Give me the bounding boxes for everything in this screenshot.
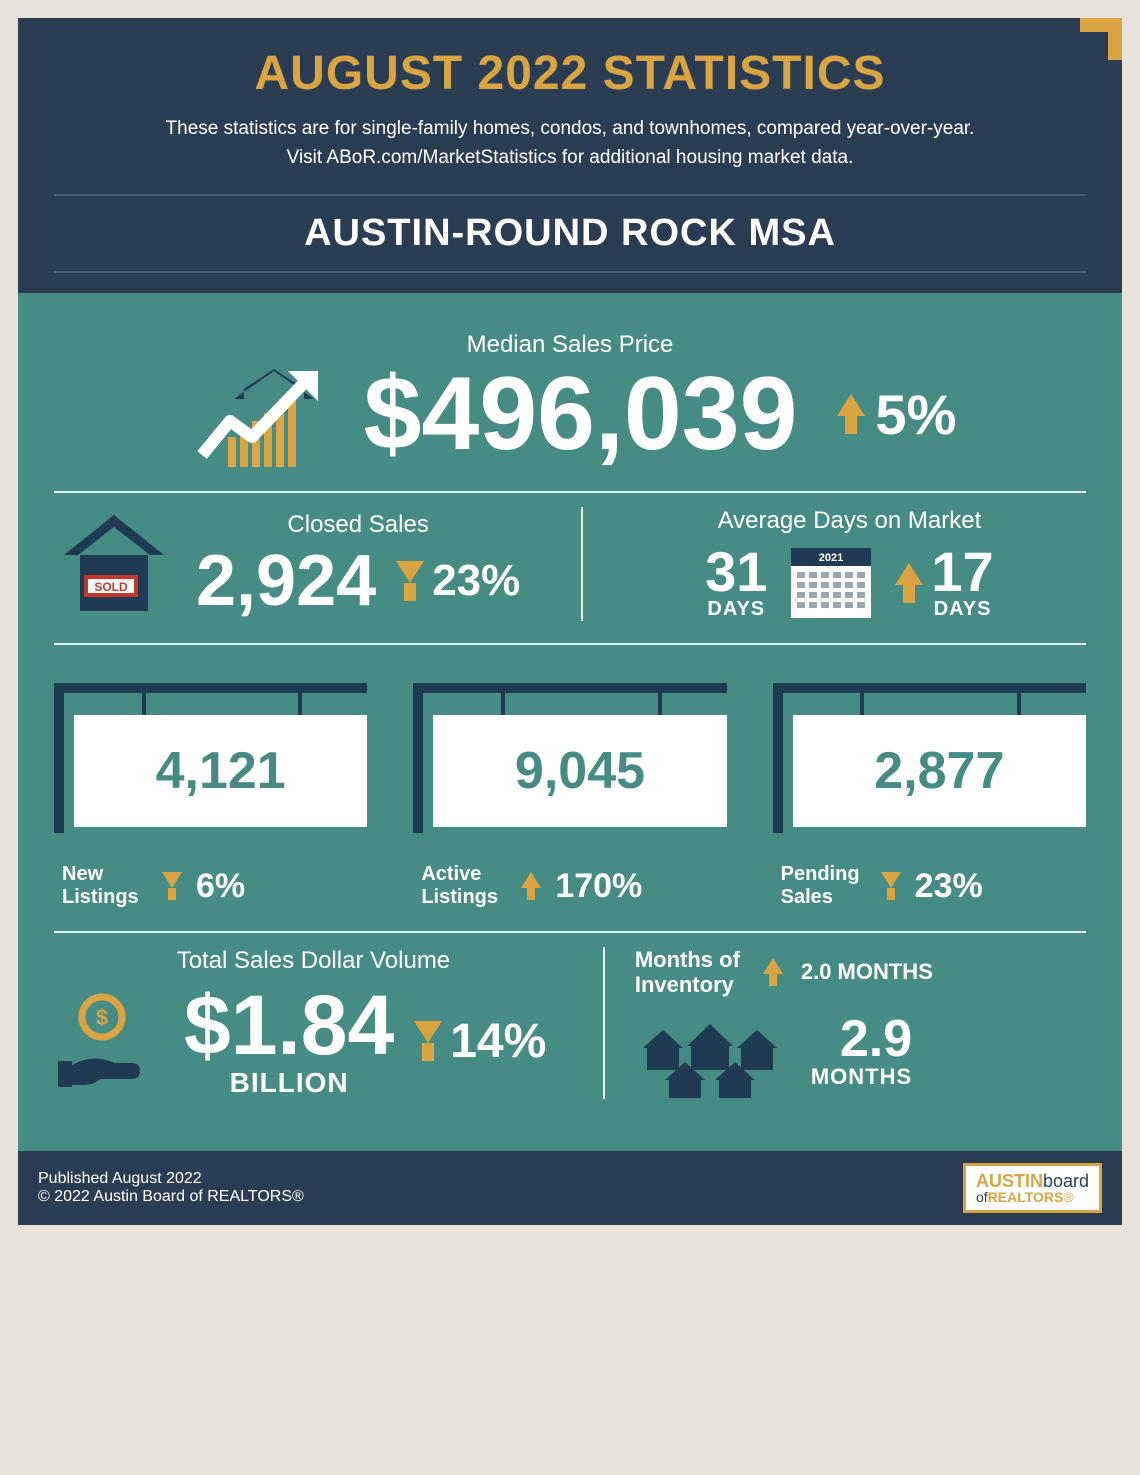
median-price-change: 5% xyxy=(837,382,956,447)
closed-sales-change: 23% xyxy=(396,556,520,606)
closed-sales-label: Closed Sales xyxy=(287,511,428,539)
pending-sales-value: 2,877 xyxy=(793,715,1086,827)
svg-text:2021: 2021 xyxy=(819,552,843,564)
days-label: Average Days on Market xyxy=(613,507,1086,535)
arrow-down-icon xyxy=(414,1021,442,1061)
logo-realtors: REALTORS xyxy=(988,1189,1064,1205)
dollar-volume-change-pct: 14% xyxy=(450,1014,546,1069)
page-subtitle: These statistics are for single-family h… xyxy=(54,115,1086,172)
svg-text:SOLD: SOLD xyxy=(94,580,128,594)
page-title: AUGUST 2022 STATISTICS xyxy=(54,46,1086,101)
days-on-market-block: Average Days on Market 31 DAYS 2021 xyxy=(613,507,1086,621)
logo-of: of xyxy=(976,1189,988,1205)
houses-icon xyxy=(635,1008,785,1098)
volume-inventory-section: Total Sales Dollar Volume $ $1.84 BILLIO… xyxy=(54,933,1086,1121)
header-rule xyxy=(54,194,1086,196)
footer-copyright: © 2022 Austin Board of REALTORS® xyxy=(38,1188,304,1206)
days-value-box: 31 DAYS xyxy=(705,545,767,621)
calendar-icon: 2021 xyxy=(789,546,873,620)
logo-r-mark: ® xyxy=(1063,1189,1073,1205)
arrow-down-icon xyxy=(881,872,901,900)
subtitle-line2: Visit ABoR.com/MarketStatistics for addi… xyxy=(287,147,854,168)
inventory-block: Months of Inventory 2.0 MONTHS xyxy=(635,947,1086,1099)
corner-accent-icon xyxy=(1080,18,1122,60)
pending-sales-block: 2,877 Pending Sales 23% xyxy=(773,659,1086,909)
median-price-section: Median Sales Price $496,039 5% xyxy=(54,317,1086,491)
dollar-volume-change: 14% xyxy=(414,1014,546,1069)
active-listings-pct: 170% xyxy=(555,867,642,906)
arrow-down-icon xyxy=(162,872,182,900)
listings-section: 4,121 New Listings 6% 9,045 Active Listi… xyxy=(54,645,1086,931)
logo-board: board xyxy=(1043,1171,1089,1191)
svg-text:$: $ xyxy=(96,1005,108,1030)
days-change-value: 17 xyxy=(931,545,993,598)
stats-body: Median Sales Price $496,039 5% xyxy=(18,293,1122,1151)
arrow-up-icon xyxy=(521,872,541,900)
inventory-value: 2.9 xyxy=(840,1015,912,1064)
active-listings-value: 9,045 xyxy=(433,715,726,827)
logo-austin: AUSTIN xyxy=(976,1171,1043,1191)
pending-sales-pct: 23% xyxy=(915,867,983,906)
dollar-volume-unit: BILLION xyxy=(230,1067,349,1099)
footer-panel: Published August 2022 © 2022 Austin Boar… xyxy=(18,1151,1122,1225)
days-change-unit: DAYS xyxy=(931,598,993,621)
header-panel: AUGUST 2022 STATISTICS These statistics … xyxy=(18,18,1122,293)
inventory-label: Months of Inventory xyxy=(635,947,745,998)
region-title: AUSTIN-ROUND ROCK MSA xyxy=(54,212,1086,255)
abor-logo: AUSTINboard ofREALTORS® xyxy=(963,1163,1102,1213)
new-listings-block: 4,121 New Listings 6% xyxy=(54,659,367,909)
arrow-up-icon xyxy=(895,563,923,603)
footer-meta: Published August 2022 © 2022 Austin Boar… xyxy=(38,1170,304,1206)
pending-sales-label: Pending Sales xyxy=(781,863,867,909)
dollar-volume-value: $1.84 xyxy=(184,983,394,1067)
dollar-volume-block: Total Sales Dollar Volume $ $1.84 BILLIO… xyxy=(54,947,573,1099)
active-listings-label: Active Listings xyxy=(421,863,507,909)
median-price-change-pct: 5% xyxy=(875,382,956,447)
house-growth-icon xyxy=(184,359,324,469)
arrow-down-icon xyxy=(396,561,424,601)
closed-sales-block: SOLD Closed Sales 2,924 23% xyxy=(54,507,551,621)
days-value: 31 xyxy=(705,545,767,598)
closed-sales-value: 2,924 xyxy=(196,545,376,617)
dollar-volume-label: Total Sales Dollar Volume xyxy=(54,947,573,975)
hand-coin-icon: $ xyxy=(54,991,164,1091)
footer-published: Published August 2022 xyxy=(38,1170,304,1188)
infographic-page: AUGUST 2022 STATISTICS These statistics … xyxy=(0,0,1140,1243)
days-unit: DAYS xyxy=(705,598,767,621)
inventory-change: 2.0 MONTHS xyxy=(801,959,933,985)
subtitle-line1: These statistics are for single-family h… xyxy=(166,118,975,139)
new-listings-pct: 6% xyxy=(196,867,245,906)
closed-days-section: SOLD Closed Sales 2,924 23% Average Days… xyxy=(54,493,1086,643)
house-sold-icon: SOLD xyxy=(54,509,174,619)
closed-sales-change-pct: 23% xyxy=(432,556,520,606)
active-listings-block: 9,045 Active Listings 170% xyxy=(413,659,726,909)
median-price-label: Median Sales Price xyxy=(54,331,1086,359)
header-rule xyxy=(54,271,1086,273)
median-price-value: $496,039 xyxy=(364,362,798,466)
days-change: 17 DAYS xyxy=(895,545,993,621)
arrow-up-icon xyxy=(763,958,783,986)
inventory-unit: MONTHS xyxy=(811,1064,912,1090)
new-listings-label: New Listings xyxy=(62,863,148,909)
new-listings-value: 4,121 xyxy=(74,715,367,827)
arrow-up-icon xyxy=(837,394,865,434)
